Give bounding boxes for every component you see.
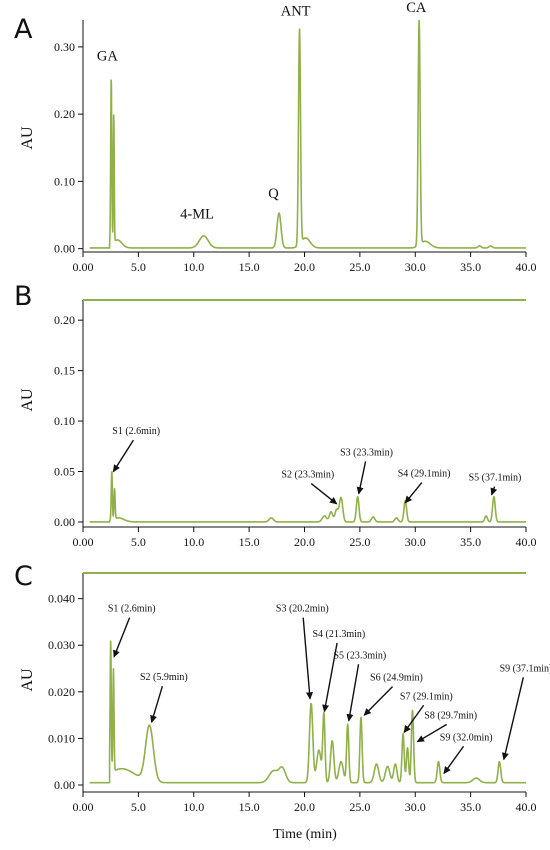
x-tick-label: 15.0 [239, 260, 260, 274]
peak-label: S5 (23.3min) [333, 650, 386, 661]
x-tick-label: 20.0 [294, 535, 315, 549]
peak-label: S3 (23.3min) [340, 447, 393, 458]
x-tick-label: 25.0 [349, 800, 370, 814]
peak-label: 4-ML [180, 206, 214, 222]
peak-arrow [501, 677, 525, 761]
peak-label: S8 (29.7min) [424, 710, 477, 721]
x-tick-label: 40.0 [516, 260, 537, 274]
peak-label: Q [268, 186, 279, 202]
peak-label: S9 (37.1min) [500, 663, 550, 674]
x-tick-label: 25.0 [349, 535, 370, 549]
x-tick-label: 15.0 [239, 535, 260, 549]
x-tick-label: 15.0 [239, 800, 260, 814]
x-tick-label: 35.0 [460, 260, 481, 274]
peak-label: S9 (32.0min) [440, 732, 493, 743]
plot-area-b: 0.00 5.0 10.0 15.0 20.0 25.0 30.0 35.0 40.0 0.00 0… [54, 299, 537, 549]
peak-label: CA [406, 0, 427, 16]
x-tick-label: 20.0 [294, 800, 315, 814]
y-tick-label: 0.030 [48, 638, 75, 652]
x-tick-label: 5.0 [131, 535, 146, 549]
peak-arrow [302, 617, 313, 700]
panel-c: C AU 0.00 5.0 10.0 15.0 20.0 25.0 30.0 35.0 40.0… [14, 561, 550, 842]
peak-label: S7 (29.1min) [400, 691, 453, 702]
x-tick-label: 30.0 [405, 260, 426, 274]
peak-arrow [322, 642, 338, 713]
peak-arrow [113, 617, 131, 658]
panel-label-a: A [14, 14, 33, 45]
y-tick-label: 0.00 [54, 242, 75, 256]
x-tick-label: 30.0 [405, 535, 426, 549]
x-tick-label: 10.0 [183, 535, 204, 549]
y-tick-label: 0.20 [54, 107, 75, 121]
peak-label: S6 (24.9min) [370, 673, 423, 684]
peak-label: S3 (20.2min) [276, 604, 329, 615]
panel-b: B AU 0.00 5.0 10.0 15.0 20.0 25.0 30.0 35.0 40.0… [14, 281, 537, 549]
peak-label: S4 (21.3min) [312, 629, 365, 640]
peak-label: ANT [281, 3, 311, 19]
chromatogram-trace [89, 640, 527, 784]
peak-arrow [356, 461, 367, 495]
panel-label-c: C [14, 561, 33, 592]
x-tick-label: 35.0 [460, 800, 481, 814]
y-axis-label-c: AU [19, 668, 36, 692]
chromatogram-trace [89, 19, 527, 249]
peak-arrow [112, 439, 135, 473]
y-axis-label-b: AU [19, 388, 36, 412]
y-tick-label: 0.05 [54, 465, 75, 479]
y-tick-label: 0.30 [54, 40, 75, 54]
plot-area-c: 0.00 5.0 10.0 15.0 20.0 25.0 30.0 35.0 40.0 0.00 0… [48, 572, 550, 814]
x-tick-label: 30.0 [405, 800, 426, 814]
peak-label: S2 (5.9min) [140, 672, 188, 683]
peak-arrow [346, 664, 360, 722]
x-tick-label: 40.0 [516, 535, 537, 549]
peak-arrow [150, 685, 164, 724]
x-tick-label: 25.0 [349, 260, 370, 274]
peak-arrow [363, 686, 394, 716]
y-tick-label: 0.20 [54, 313, 75, 327]
peak-label: S2 (23.3min) [281, 470, 334, 481]
x-tick-label: 40.0 [516, 800, 537, 814]
y-tick-label: 0.040 [48, 592, 75, 606]
peak-label: S4 (29.1min) [398, 469, 451, 480]
x-tick-label: 5.0 [131, 800, 146, 814]
y-tick-label: 0.00 [54, 778, 75, 792]
peak-arrow [490, 486, 498, 496]
x-tick-label: 0.00 [73, 800, 94, 814]
peak-arrow [404, 482, 423, 504]
x-tick-label: 35.0 [460, 535, 481, 549]
peak-label: S1 (2.6min) [112, 426, 160, 437]
peak-label: S5 (37.1min) [469, 473, 522, 484]
chromatogram-trace [89, 470, 527, 523]
x-axis-label-c: Time (min) [273, 827, 337, 842]
x-tick-label: 0.00 [73, 260, 94, 274]
y-tick-label: 0.15 [54, 364, 75, 378]
peak-label: S1 (2.6min) [108, 604, 156, 615]
y-tick-label: 0.020 [48, 685, 75, 699]
x-tick-label: 10.0 [183, 800, 204, 814]
peak-arrow [310, 483, 338, 505]
y-tick-label: 0.10 [54, 414, 75, 428]
peak-arrow [403, 704, 425, 734]
panel-a: A AU 0.00 5.0 10.0 15.0 20.0 25.0 30.0 35.0 40.0… [14, 0, 537, 274]
y-tick-label: 0.10 [54, 174, 75, 188]
plot-area-a: 0.00 5.0 10.0 15.0 20.0 25.0 30.0 35.0 40.0 0.00 0… [54, 0, 537, 274]
peak-label: GA [97, 48, 118, 64]
x-tick-label: 5.0 [131, 260, 146, 274]
y-axis-label-a: AU [19, 126, 36, 150]
peak-arrow [443, 745, 465, 775]
panel-label-b: B [14, 281, 33, 312]
peak-arrow [416, 723, 448, 743]
x-tick-label: 10.0 [183, 260, 204, 274]
x-tick-label: 20.0 [294, 260, 315, 274]
y-tick-label: 0.010 [48, 731, 75, 745]
y-tick-label: 0.00 [54, 515, 75, 529]
x-tick-label: 0.00 [73, 535, 94, 549]
